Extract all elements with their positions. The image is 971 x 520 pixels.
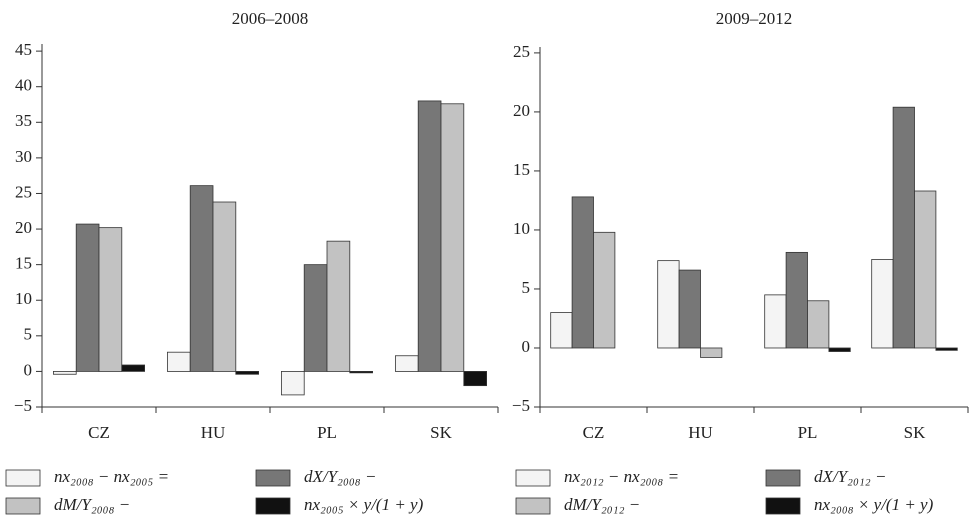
- bar: [550, 312, 573, 349]
- y-tick-label: −5: [14, 396, 32, 415]
- x-tick-label: SK: [430, 423, 452, 442]
- bar: [935, 347, 958, 351]
- x-tick-label: PL: [798, 423, 818, 442]
- bar: [212, 201, 237, 372]
- bar: [189, 185, 214, 372]
- y-tick-label: 30: [15, 147, 32, 166]
- y-tick-label: 25: [513, 42, 530, 61]
- legend-label: dM/Y₂₀₁₂ −: [564, 495, 640, 514]
- legend-label: nx₂₀₀₅ × y/(1 + y): [304, 495, 424, 514]
- bar: [892, 106, 915, 349]
- bar: [571, 196, 594, 349]
- bar: [828, 347, 851, 352]
- y-tick-label: 35: [15, 111, 32, 130]
- x-tick-label: HU: [201, 423, 226, 442]
- y-tick-label: 0: [522, 337, 531, 356]
- bar: [764, 294, 787, 349]
- chart-title: 2006–2008: [232, 9, 309, 28]
- y-tick-label: 15: [513, 160, 530, 179]
- legend-label: dM/Y₂₀₀₈ −: [54, 495, 130, 514]
- bar: [700, 347, 723, 358]
- bar: [871, 259, 894, 349]
- legend-swatch: [765, 469, 801, 487]
- bar: [678, 269, 701, 349]
- bar: [75, 223, 100, 372]
- y-tick-label: 0: [24, 360, 33, 379]
- bar: [303, 264, 328, 372]
- bar: [349, 371, 373, 374]
- bar: [463, 371, 487, 387]
- bar: [807, 300, 830, 349]
- legend-label: dX/Y₂₀₀₈ −: [304, 467, 376, 486]
- y-tick-label: 10: [15, 289, 32, 308]
- legend-swatch: [255, 469, 291, 487]
- x-tick-label: PL: [317, 423, 337, 442]
- y-tick-label: 15: [15, 254, 32, 273]
- chart-title: 2009–2012: [716, 9, 793, 28]
- y-tick-label: 40: [15, 76, 32, 95]
- y-tick-label: 25: [15, 182, 32, 201]
- bar: [785, 251, 808, 349]
- y-tick-label: 5: [24, 325, 33, 344]
- legend-swatch: [515, 469, 551, 487]
- bar: [121, 364, 146, 372]
- bar: [326, 240, 351, 372]
- y-tick-label: 20: [15, 218, 32, 237]
- legend-swatch: [765, 497, 801, 515]
- x-tick-label: HU: [688, 423, 713, 442]
- y-tick-label: 5: [522, 278, 531, 297]
- x-tick-label: CZ: [583, 423, 605, 442]
- legend-swatch: [5, 469, 41, 487]
- legend-label: nx₂₀₁₂ − nx₂₀₀₈ =: [564, 467, 679, 486]
- bar: [440, 103, 465, 372]
- y-tick-label: 45: [15, 40, 32, 59]
- bar: [235, 371, 260, 375]
- bar: [657, 260, 680, 349]
- y-tick-label: 10: [513, 219, 530, 238]
- bar: [394, 355, 419, 372]
- x-tick-label: CZ: [88, 423, 110, 442]
- legend-label: nx₂₀₀₈ − nx₂₀₀₅ =: [54, 467, 169, 486]
- legend-label: dX/Y₂₀₁₂ −: [814, 467, 886, 486]
- bar: [593, 231, 616, 349]
- legend-label: nx₂₀₀₈ × y/(1 + y): [814, 495, 934, 514]
- bar: [53, 371, 77, 375]
- bar: [280, 371, 305, 396]
- x-tick-label: SK: [904, 423, 926, 442]
- legend-swatch: [5, 497, 41, 515]
- bar: [166, 351, 191, 372]
- y-tick-label: 20: [513, 101, 530, 120]
- bar: [417, 100, 442, 372]
- legend-swatch: [255, 497, 291, 515]
- legend-swatch: [515, 497, 551, 515]
- y-tick-label: −5: [512, 396, 530, 415]
- bar: [914, 190, 937, 349]
- bar: [98, 227, 123, 372]
